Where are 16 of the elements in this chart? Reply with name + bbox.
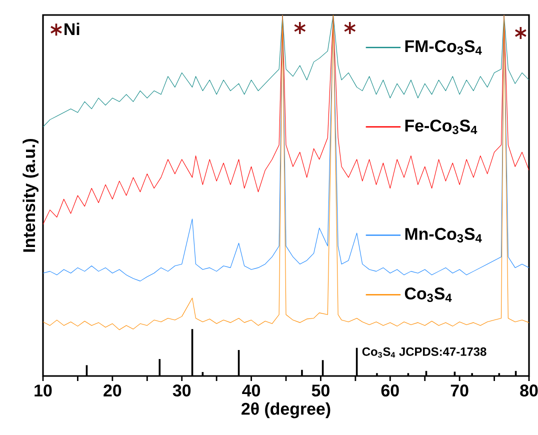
y-axis-title: Intensity (a.u.) [22, 138, 38, 252]
legend-label: Co$_{3}$S$_{4}$ [404, 288, 452, 302]
legend-label: Fe-Co$_{3}$S$_{4}$ [405, 120, 478, 134]
x-axis-title: 2θ (degree) [242, 402, 330, 418]
annotation: Co$_{3}$S$_{4}$ JCPDS:47-1738 [362, 347, 486, 358]
x-tick-label: 10 [34, 384, 52, 397]
legend-label: Ni [64, 22, 80, 36]
x-tick-label: 40 [242, 384, 260, 397]
x-tick-label: 60 [381, 384, 399, 397]
x-tick-label: 80 [520, 384, 538, 397]
x-tick-label: 20 [104, 384, 122, 397]
legend-label: Mn-Co$_{3}$S$_{4}$ [405, 228, 482, 242]
x-tick-label: 50 [312, 384, 330, 397]
legend-label: FM-Co$_{3}$S$_{4}$ [405, 40, 482, 55]
x-tick-label: 30 [172, 384, 191, 397]
x-tick-label: 70 [450, 384, 468, 397]
